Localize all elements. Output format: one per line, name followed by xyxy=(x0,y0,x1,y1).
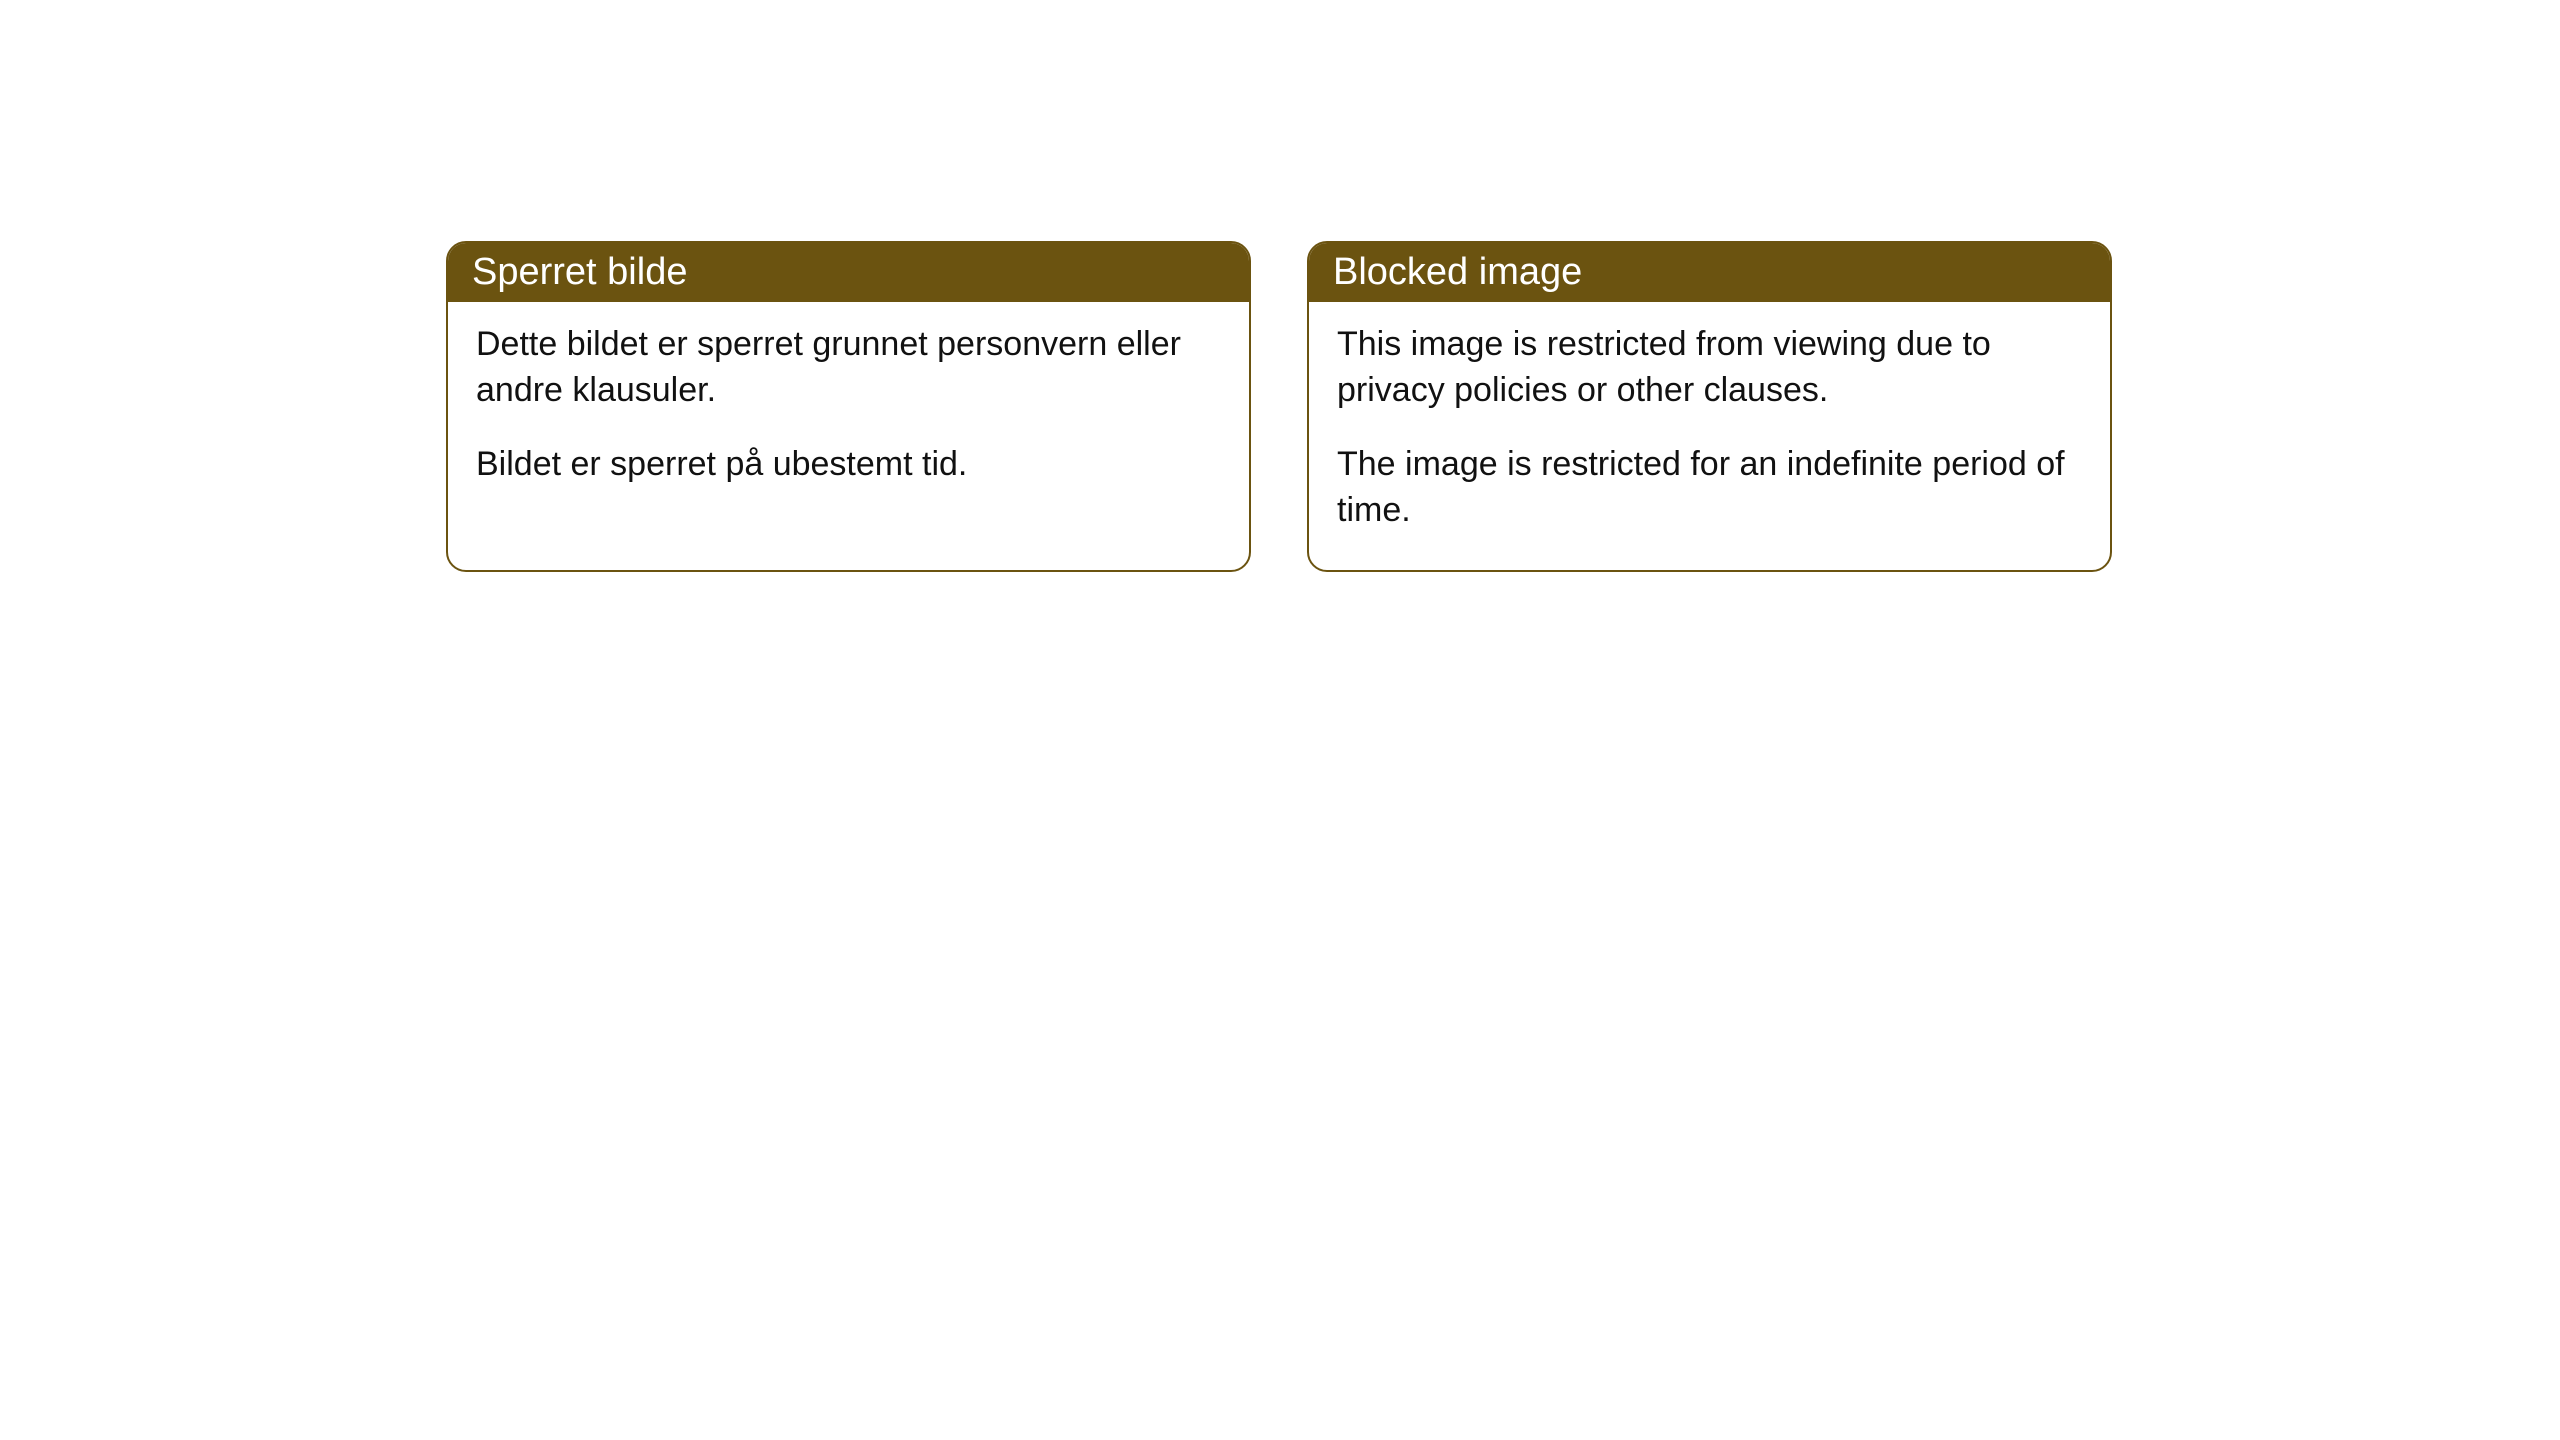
card-body: Dette bildet er sperret grunnet personve… xyxy=(448,302,1249,524)
card-paragraph: The image is restricted for an indefinit… xyxy=(1337,442,2082,534)
card-english: Blocked image This image is restricted f… xyxy=(1307,241,2112,572)
card-paragraph: This image is restricted from viewing du… xyxy=(1337,322,2082,414)
card-title: Blocked image xyxy=(1333,251,1582,293)
card-norwegian: Sperret bilde Dette bildet er sperret gr… xyxy=(446,241,1251,572)
card-header: Blocked image xyxy=(1309,243,2110,302)
card-paragraph: Bildet er sperret på ubestemt tid. xyxy=(476,442,1221,488)
card-header: Sperret bilde xyxy=(448,243,1249,302)
card-body: This image is restricted from viewing du… xyxy=(1309,302,2110,570)
card-paragraph: Dette bildet er sperret grunnet personve… xyxy=(476,322,1221,414)
cards-container: Sperret bilde Dette bildet er sperret gr… xyxy=(446,241,2112,572)
card-title: Sperret bilde xyxy=(472,251,687,293)
